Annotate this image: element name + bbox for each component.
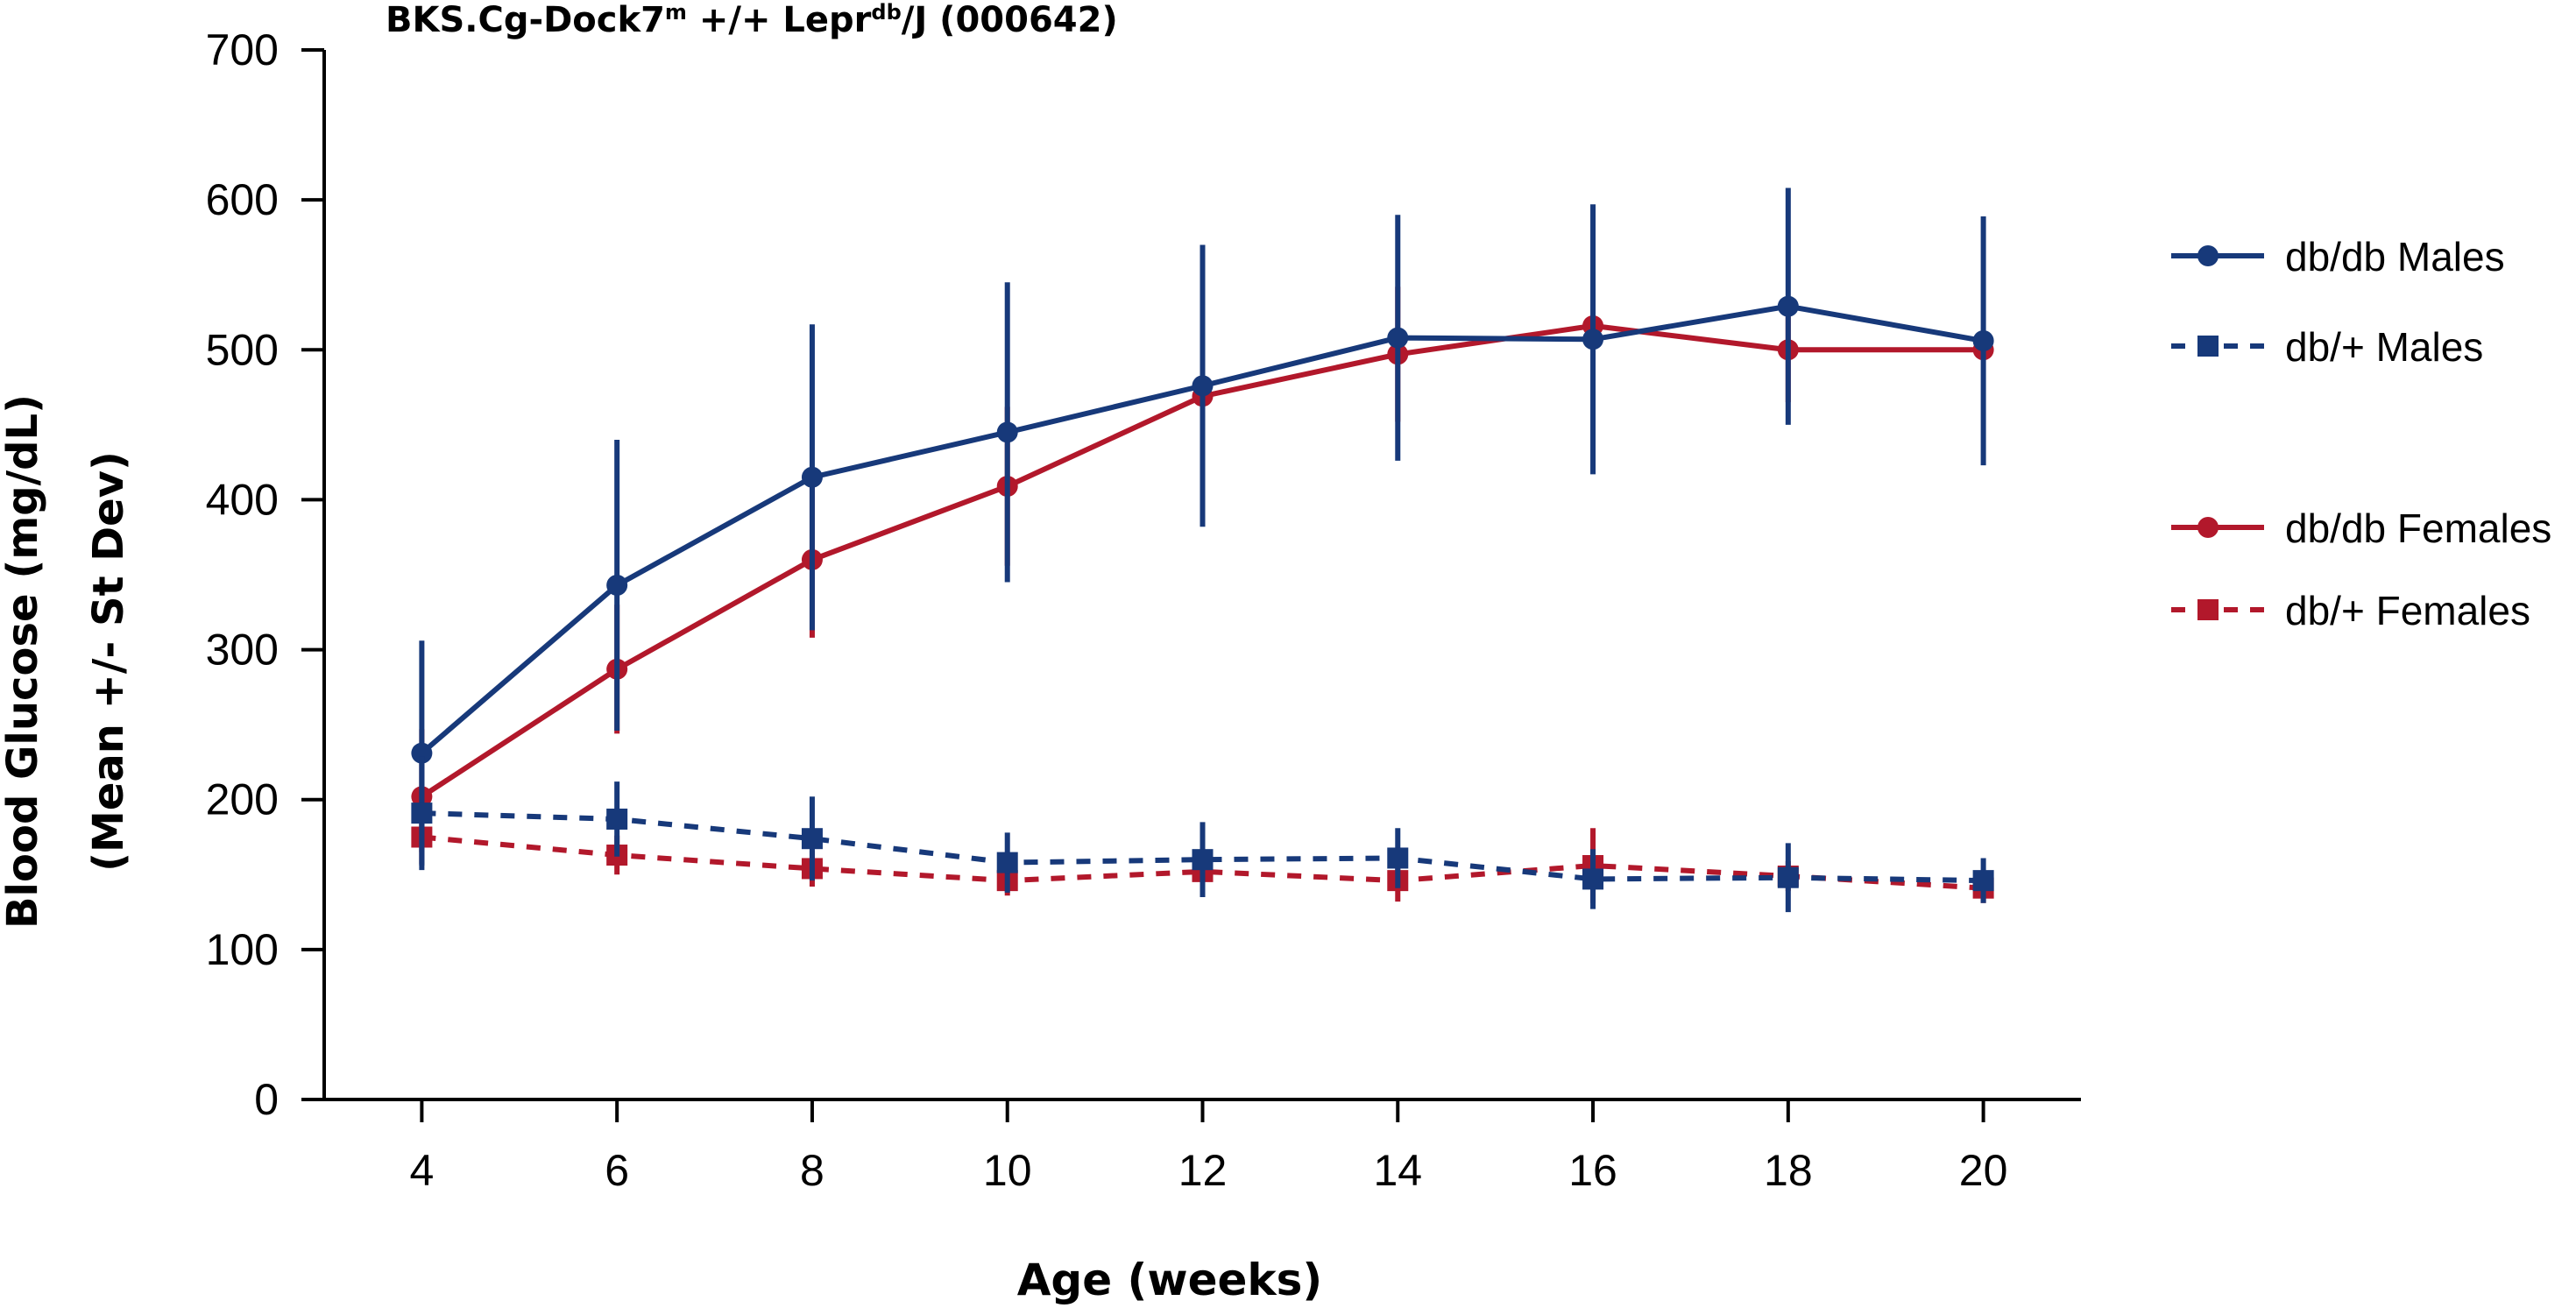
legend-swatch-marker	[2197, 336, 2219, 357]
series-db-db-males	[411, 187, 1994, 866]
data-point	[1387, 327, 1409, 349]
legend-swatch-marker	[2197, 599, 2219, 620]
y-tick-label: 500	[206, 325, 279, 374]
data-point	[996, 852, 1018, 873]
x-tick-label: 16	[1568, 1146, 1617, 1195]
x-tick-label: 8	[800, 1146, 824, 1195]
legend-label: db/db Females	[2285, 506, 2551, 551]
legend-label: db/+ Males	[2285, 324, 2483, 370]
chart-title: BKS.Cg-Dock7m +/+ Leprdb/J (000642)	[386, 0, 1118, 40]
x-tick-label: 6	[605, 1146, 629, 1195]
data-point	[1582, 329, 1604, 350]
legend-label: db/db Males	[2285, 234, 2505, 279]
data-point	[1582, 868, 1604, 890]
series-layer	[411, 187, 1994, 913]
x-tick-label: 14	[1373, 1146, 1422, 1195]
x-ticks: 4 6 8 10 12 14 16 18 20	[409, 1099, 2007, 1195]
y-tick-label: 100	[206, 925, 279, 974]
data-point	[411, 742, 433, 764]
data-point	[1777, 866, 1799, 888]
legend-item: db/db Females	[2171, 506, 2551, 551]
x-tick-label: 4	[409, 1146, 434, 1195]
y-tick-label: 0	[254, 1075, 279, 1124]
data-point	[996, 421, 1018, 443]
chart-title-base: BKS.Cg-Dock7	[386, 0, 665, 40]
y-tick-label: 200	[206, 775, 279, 824]
legend-swatch-marker	[2197, 517, 2219, 538]
axes	[322, 50, 2081, 1101]
data-point	[801, 828, 823, 850]
chart-title-tail: /J (000642)	[902, 0, 1118, 40]
x-axis-label: Age (weeks)	[1017, 1255, 1323, 1305]
data-point	[801, 466, 823, 488]
data-point	[606, 574, 628, 596]
y-axis-label-line2: (Mean +/- St Dev)	[84, 451, 133, 872]
data-point	[1192, 849, 1214, 871]
legend-swatch-marker	[2197, 245, 2219, 266]
chart-title-mid: +/+ Lepr	[687, 0, 872, 40]
data-point	[606, 808, 628, 830]
chart-title-sup-db: db	[871, 0, 901, 25]
data-point	[1387, 847, 1409, 869]
data-point	[411, 802, 433, 824]
x-tick-label: 12	[1178, 1146, 1228, 1195]
legend-item: db/db Males	[2171, 234, 2505, 279]
x-tick-label: 18	[1764, 1146, 1813, 1195]
legend-label: db/+ Females	[2285, 588, 2530, 633]
x-tick-label: 20	[1959, 1146, 2008, 1195]
x-tick-label: 10	[983, 1146, 1032, 1195]
y-tick-label: 700	[206, 25, 279, 74]
y-tick-label: 300	[206, 626, 279, 675]
legend-item: db/+ Males	[2171, 324, 2483, 370]
data-point	[1972, 330, 1994, 352]
legend-item: db/+ Females	[2171, 588, 2530, 633]
y-axis-label-line1: Blood Glucose (mg/dL)	[0, 394, 47, 929]
legend: db/db Males db/+ Males db/db Females db/+ F…	[2171, 234, 2551, 633]
y-ticks: 0 100 200 300 400 500 600 700	[206, 25, 324, 1124]
chart-title-sup-m: m	[665, 0, 687, 25]
data-point	[1777, 295, 1799, 317]
data-point	[1972, 870, 1994, 892]
data-point	[1192, 375, 1214, 397]
series-db-males	[411, 756, 1994, 913]
y-tick-label: 600	[206, 175, 279, 224]
y-tick-label: 400	[206, 475, 279, 524]
